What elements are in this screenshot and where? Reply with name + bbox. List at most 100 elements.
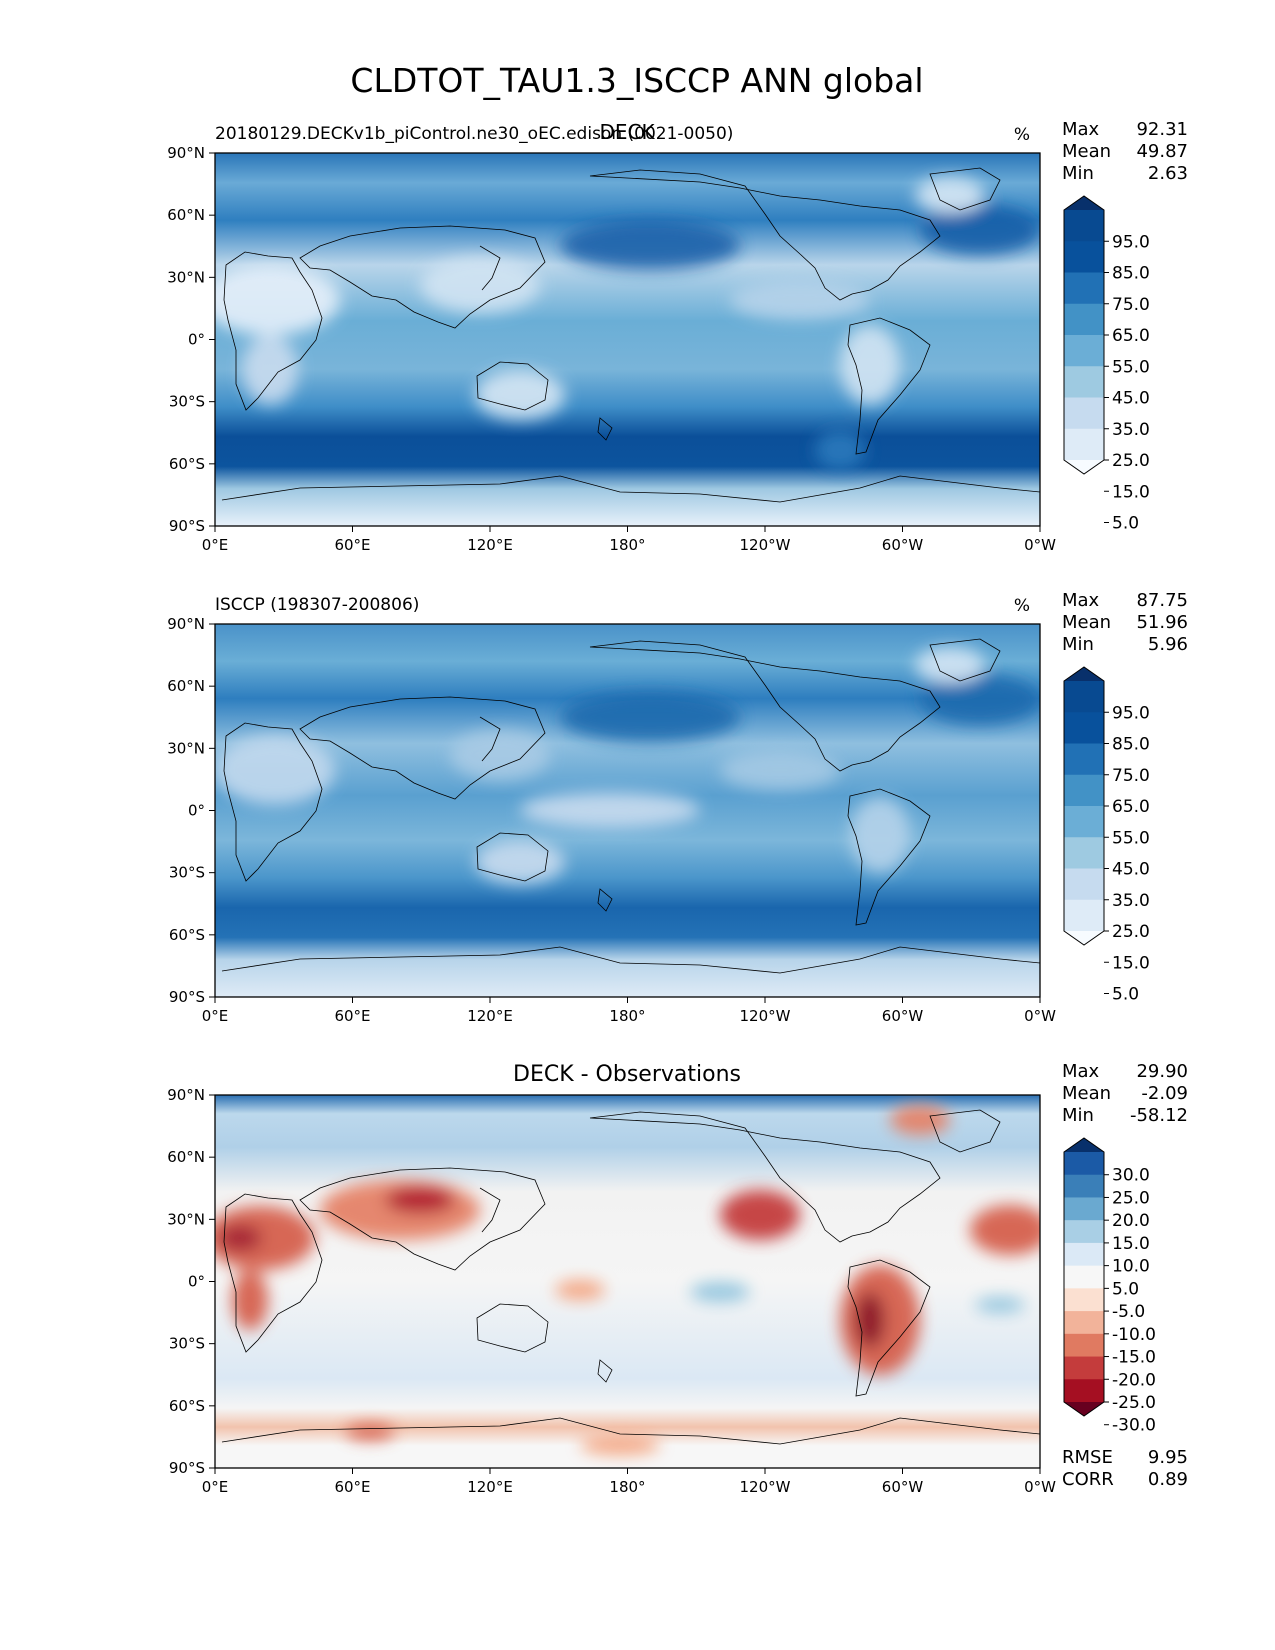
colorbar-swatch [1064,366,1104,398]
map-field [215,1095,1040,1468]
colorbar-tick-label: -15.0 [1112,1348,1156,1368]
stat-value: 9.95 [1148,1447,1188,1468]
colorbar-swatch [1064,335,1104,367]
colorbar-tick-label: 95.0 [1112,232,1150,252]
x-tick-label: 0°W [1024,536,1056,554]
y-tick-label: 90°S [169,988,205,1006]
stat-value: 0.89 [1148,1469,1188,1490]
colorbar-tick-label: 10.0 [1112,1257,1150,1277]
stat-value: 5.96 [1148,634,1188,655]
colorbar-swatch [1064,1138,1104,1152]
colorbar-swatch [1064,681,1104,713]
x-tick-label: 120°E [467,1007,513,1025]
colorbar-tick-label: 65.0 [1112,797,1150,817]
colorbar-tick-label: 35.0 [1112,420,1150,440]
colorbar-tick-label: -20.0 [1112,1370,1156,1390]
y-axis: 90°N 60°N 30°N 0° 30°S 60°S 90°S [167,1086,215,1477]
y-tick-label: 90°N [167,1086,205,1104]
colorbar-tick-label: 25.0 [1112,922,1150,942]
panel-diff: DECK - Observations [167,1061,1188,1496]
colorbar-swatch [1064,774,1104,807]
colorbar-tick-label: 25.0 [1112,1188,1150,1208]
panel-deck: DECK 20180129.DECKv1b_piControl.ne30_oEC… [167,119,1188,554]
x-tick-label: 120°E [467,536,513,554]
colorbar-swatch [1064,1197,1104,1221]
panel-left-label: ISCCP (198307-200806) [215,595,419,615]
stat-label: Mean [1062,1083,1111,1104]
colorbar-swatch [1064,210,1104,242]
figure-title: CLDTOT_TAU1.3_ISCCP ANN global [350,61,923,100]
stat-value: 87.75 [1136,590,1188,611]
colorbar: 30.025.0 20.0 15.0 10.05.0 -5.0 -10.0 -15.0-20… [1063,1137,1156,1436]
colorbar-swatch [1064,1333,1104,1358]
y-tick-label: 90°N [167,144,205,162]
colorbar-swatch [1064,667,1104,681]
y-tick-label: 90°S [169,517,205,535]
stat-label: RMSE [1062,1447,1113,1468]
y-tick-label: 60°S [169,1397,205,1415]
x-axis: 0°E 60°E 120°E 180° 120°W 60°W 0°W [202,997,1056,1025]
stat-value: 2.63 [1148,163,1188,184]
y-tick-label: 30°S [169,1335,205,1353]
stat-value: 92.31 [1136,119,1188,140]
panel-title: DECK [599,120,655,144]
error-stats: RMSE 9.95 CORR 0.89 [1062,1447,1188,1490]
y-tick-label: 0° [188,1273,205,1291]
colorbar-tick-label: -25.0 [1112,1393,1156,1413]
colorbar: 95.0 85.0 75.0 65.0 55.0 45.0 35.0 25.0 15.0 5.0 [1063,195,1150,534]
colorbar-swatch [1064,1356,1104,1380]
x-axis: 0°E 60°E 120°E 180° 120°W 60°W 0°W [202,526,1056,554]
colorbar-swatch [1064,837,1104,869]
x-tick-label: 0°E [202,536,229,554]
colorbar-swatch [1064,1311,1104,1335]
x-tick-label: 60°W [882,536,924,554]
colorbar-swatch [1064,1379,1104,1403]
colorbar-tick-label: 20.0 [1112,1211,1150,1231]
stat-label: Min [1062,634,1094,655]
stat-value: 49.87 [1136,141,1188,162]
map-field [215,624,1040,997]
y-tick-label: 90°N [167,615,205,633]
colorbar-tick-label: 45.0 [1112,860,1150,880]
panel-units: % [1014,596,1030,616]
colorbar-swatch [1064,712,1104,744]
colorbar-tick-label: 5.0 [1112,985,1139,1005]
colorbar-tick-label: 25.0 [1112,451,1150,471]
x-tick-label: 0°W [1024,1007,1056,1025]
y-tick-label: 30°N [167,268,205,286]
stat-label: Max [1062,1061,1100,1082]
map-field [215,153,1040,526]
colorbar-swatch [1064,428,1104,461]
colorbar-swatch [1064,1174,1104,1198]
stats-block: Max 87.75 Mean 51.96 Min 5.96 [1062,590,1188,655]
stat-label: Mean [1062,141,1111,162]
colorbar-tick-label: 15.0 [1112,1234,1150,1254]
y-tick-label: 0° [188,802,205,820]
colorbar-swatch [1064,931,1104,945]
y-tick-label: 30°S [169,393,205,411]
x-tick-label: 0°W [1024,1478,1056,1496]
y-tick-label: 60°N [167,1148,205,1166]
colorbar-swatch [1064,1220,1104,1244]
stat-value: 29.90 [1136,1061,1188,1082]
x-tick-label: 180° [609,536,645,554]
stats-block: Max 29.90 Mean -2.09 Min -58.12 [1062,1061,1188,1126]
colorbar-tick-label: 75.0 [1112,766,1150,786]
y-tick-label: 30°N [167,739,205,757]
stat-label: Min [1062,1105,1094,1126]
x-tick-label: 60°E [334,536,370,554]
x-tick-label: 60°E [334,1007,370,1025]
coastlines [221,1109,1040,1445]
stat-label: CORR [1062,1469,1114,1490]
colorbar-tick-label: 55.0 [1112,828,1150,848]
colorbar-tick-label: 75.0 [1112,295,1150,315]
y-tick-label: 30°N [167,1210,205,1228]
colorbar-swatch [1064,899,1104,932]
stat-label: Min [1062,163,1094,184]
x-tick-label: 180° [609,1478,645,1496]
colorbar-tick-label: 85.0 [1112,264,1150,284]
x-tick-label: 180° [609,1007,645,1025]
x-tick-label: 120°W [740,1007,791,1025]
stat-label: Max [1062,590,1100,611]
